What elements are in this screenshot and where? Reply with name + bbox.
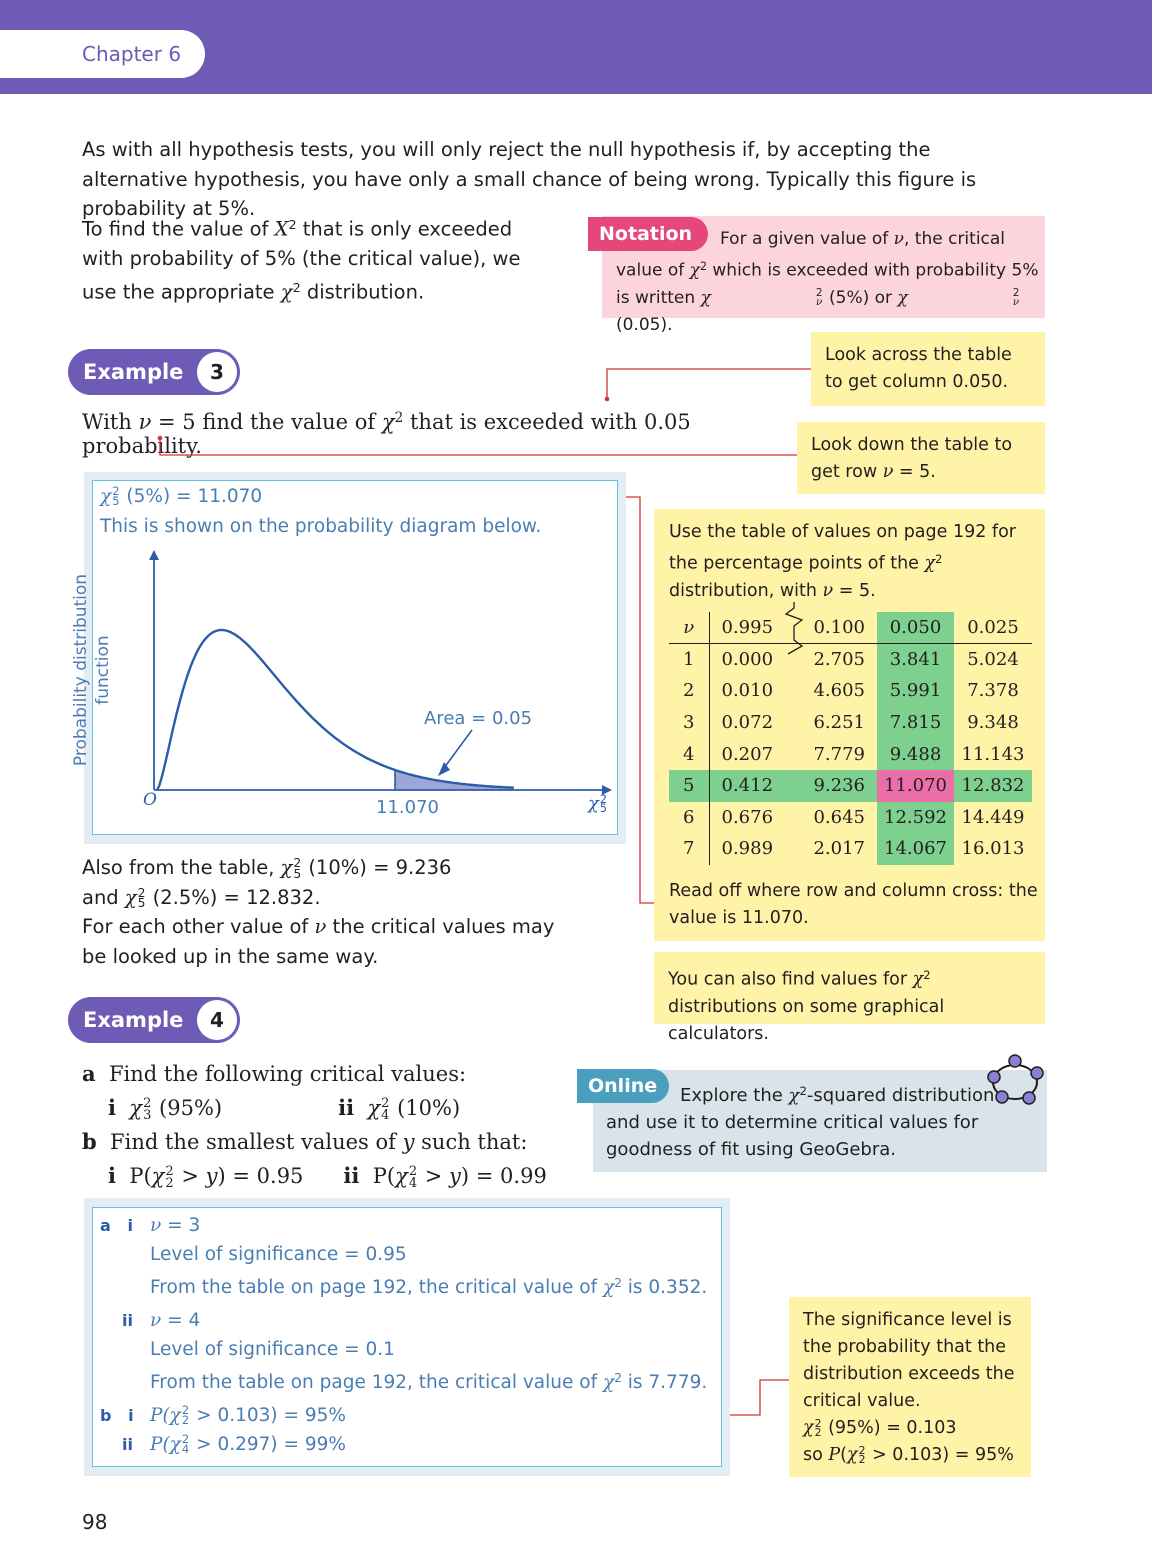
table-cell: 4.605: [813, 680, 865, 702]
example-4-question: a Find the following critical values: i …: [82, 1061, 547, 1191]
table-cell: 5.024: [967, 649, 1019, 671]
table-break-mark: [784, 602, 804, 655]
table-row-highlighted: 5 0.412 9.236 11.070 12.832: [669, 769, 1032, 802]
y-axis-label: Probability distribution function: [71, 573, 113, 767]
table-header-row: ν 0.995 0.100 0.050 0.025: [669, 612, 1032, 645]
table-cell: 7.378: [967, 680, 1019, 702]
geogebra-icon[interactable]: [985, 1052, 1047, 1108]
table-cell: 0.072: [721, 712, 774, 734]
table-cell: 12.832: [961, 775, 1025, 797]
example-4-solution-box: [92, 1207, 722, 1467]
table-row: 2 0.010 4.605 5.991 7.378: [669, 675, 1032, 707]
table-cell: 7.779: [813, 743, 865, 765]
table-cell: 5: [669, 769, 710, 802]
table-cell: 0.010: [721, 680, 774, 702]
table-row: 3 0.072 6.251 7.815 9.348: [669, 706, 1032, 739]
table-header-cell: 0.995: [709, 612, 787, 645]
table-cell: 11.143: [961, 743, 1025, 765]
table-panel: [654, 509, 1045, 941]
example-4-number: 4: [197, 1000, 237, 1040]
area-pointer-head: [438, 762, 450, 776]
chi-squared-chart: [149, 550, 612, 795]
table-row: 1 0.000 2.705 3.841 5.024: [669, 643, 1032, 676]
table-header-cell: 0.100: [787, 612, 877, 645]
example-4-label: Example 4: [68, 997, 240, 1043]
table-cell: 0.000: [721, 649, 774, 671]
table-cell: 7: [669, 833, 710, 865]
table-cell: 7.815: [877, 706, 954, 739]
area-pointer: [443, 729, 473, 769]
table-cell: 0.989: [721, 838, 774, 860]
hint-look-down: Look down the table to get row ν = 5.: [797, 422, 1045, 494]
example-3-question: With ν = 5 find the value of χ2 that is …: [82, 410, 691, 458]
table-header-cell: 0.025: [954, 612, 1032, 645]
table-cell: 14.449: [961, 806, 1025, 828]
notation-tag: Notation: [588, 217, 708, 251]
origin-label: O: [143, 790, 157, 810]
hint-look-across: Look across the table to get column 0.05…: [811, 332, 1045, 406]
table-note: Use the table of values on page 192 for …: [669, 522, 1016, 601]
shaded-area: [395, 769, 514, 790]
online-text: Explore the χ2-squared distribution and …: [606, 1084, 995, 1160]
example-3-solution-box: [92, 480, 618, 835]
example-3-number: 3: [197, 352, 237, 392]
table-cell: 2.705: [813, 649, 865, 671]
online-tag[interactable]: Online: [577, 1069, 669, 1103]
table-cell-critical: 11.070: [877, 769, 954, 802]
intro-paragraph: As with all hypothesis tests, you will o…: [82, 138, 977, 220]
table-cell: 0.676: [721, 806, 774, 828]
y-axis-arrow: [149, 550, 159, 560]
notation-text: For a given value of ν, the critical val…: [616, 229, 1039, 335]
table-row: 6 0.676 0.645 12.592 14.449: [669, 801, 1032, 834]
table-cell: 0.207: [721, 743, 774, 765]
significance-note: The significance level is the probabilit…: [789, 1297, 1031, 1477]
table-cell: 1: [669, 643, 710, 676]
table-cell: 5.991: [877, 675, 954, 707]
solution-diagram-note: This is shown on the probability diagram…: [100, 516, 542, 537]
critical-label: 11.070: [376, 797, 439, 818]
table-cell: 16.013: [961, 838, 1025, 860]
read-off-note: Read off where row and column cross: the…: [669, 881, 1038, 928]
shaded-tail-area: [395, 769, 514, 790]
table-cell: 6.251: [813, 712, 865, 734]
table-cell: 2: [669, 675, 710, 707]
page-number: 98: [82, 1510, 108, 1534]
table-cell: 4: [669, 738, 710, 770]
table-row: 7 0.989 2.017 14.067 16.013: [669, 833, 1032, 865]
table-cell: 14.067: [877, 833, 954, 865]
pdf-curve: [155, 628, 514, 791]
x-axis-arrow: [602, 785, 612, 795]
area-label: Area = 0.05: [424, 708, 533, 729]
table-cell: 0.412: [721, 775, 774, 797]
table-cell: 3: [669, 706, 710, 739]
chi-squared-table: ν 0.995 0.100 0.050 0.025 1 0.000 2.705 …: [669, 612, 1032, 865]
table-header-cell: 0.050: [877, 612, 954, 645]
table-cell: 9.348: [967, 712, 1019, 734]
example-3-label: Example 3: [68, 349, 240, 395]
intro-paragraph-critical: To find the value of X2 that is only exc…: [82, 217, 521, 304]
table-cell: 9.488: [877, 738, 954, 770]
table-cell: 9.236: [813, 775, 865, 797]
table-header-nu: ν: [669, 612, 710, 645]
table-cell: 6: [669, 801, 710, 834]
table-cell: 3.841: [877, 643, 954, 676]
chapter-tab[interactable]: Chapter 6: [0, 30, 205, 78]
table-cell: 12.592: [877, 801, 954, 834]
table-cell: 2.017: [813, 838, 865, 860]
table-cell: 0.645: [813, 806, 865, 828]
table-row: 4 0.207 7.779 9.488 11.143: [669, 738, 1032, 770]
calculator-note: You can also find values for χ2 distribu…: [654, 952, 1045, 1044]
